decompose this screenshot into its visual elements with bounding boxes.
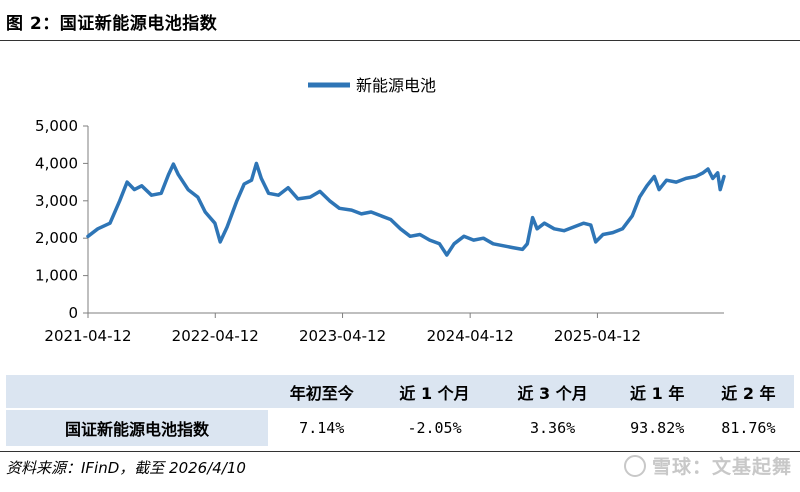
x-tick-label: 2023-04-12 <box>299 327 386 345</box>
header-1y: 近 1 年 <box>611 375 703 409</box>
legend-label: 新能源电池 <box>356 76 436 95</box>
y-tick-label: 4,000 <box>35 154 78 172</box>
header-2y: 近 2 年 <box>702 375 794 409</box>
header-ytd: 年初至今 <box>268 375 376 409</box>
watermark-text: 雪球：文基起舞 <box>651 456 792 478</box>
performance-table: 年初至今 近 1 个月 近 3 个月 近 1 年 近 2 年 国证新能源电池指数… <box>6 375 794 446</box>
source-note: 资料来源：IFinD，截至 2026/4/10 <box>6 459 246 477</box>
value-1m: -2.05% <box>375 408 494 446</box>
y-tick-label: 3,000 <box>35 192 78 210</box>
value-2y: 81.76% <box>702 408 794 446</box>
watermark: 雪球：文基起舞 <box>623 452 792 479</box>
x-tick-label: 2021-04-12 <box>44 327 131 345</box>
source-divider <box>0 451 800 452</box>
y-axis-ticks: 0 1,000 2,000 3,000 4,000 5,000 <box>35 117 88 322</box>
row-name: 国证新能源电池指数 <box>6 408 268 446</box>
title-divider <box>0 40 800 41</box>
snowball-logo-icon <box>623 455 646 477</box>
y-tick-label: 5,000 <box>35 117 78 135</box>
series-group <box>86 161 726 257</box>
y-tick-label: 2,000 <box>35 229 78 247</box>
header-3m: 近 3 个月 <box>493 375 612 409</box>
value-1y: 93.82% <box>611 408 703 446</box>
x-tick-label: 2024-04-12 <box>427 327 514 345</box>
y-tick-label: 0 <box>68 304 78 322</box>
y-tick-label: 1,000 <box>35 267 78 285</box>
header-1m: 近 1 个月 <box>375 375 494 409</box>
line-chart: 新能源电池 0 1,000 2,000 3,000 4,000 5,000 2021-04… <box>35 76 726 345</box>
x-axis-ticks: 2021-04-12 2022-04-12 2023-04-12 2024-04-12… <box>44 313 641 345</box>
series-line <box>86 161 726 257</box>
x-tick-label: 2022-04-12 <box>172 327 259 345</box>
value-ytd: 7.14% <box>268 408 376 446</box>
value-3m: 3.36% <box>493 408 612 446</box>
table-header-row: 年初至今 近 1 个月 近 3 个月 近 1 年 近 2 年 <box>6 375 794 409</box>
header-blank <box>6 375 268 409</box>
chart-legend: 新能源电池 <box>308 76 436 95</box>
table-row: 国证新能源电池指数 7.14% -2.05% 3.36% 93.82% 81.7… <box>6 408 794 446</box>
x-tick-label: 2025-04-12 <box>554 327 641 345</box>
figure-title: 图 2：国证新能源电池指数 <box>6 14 218 34</box>
